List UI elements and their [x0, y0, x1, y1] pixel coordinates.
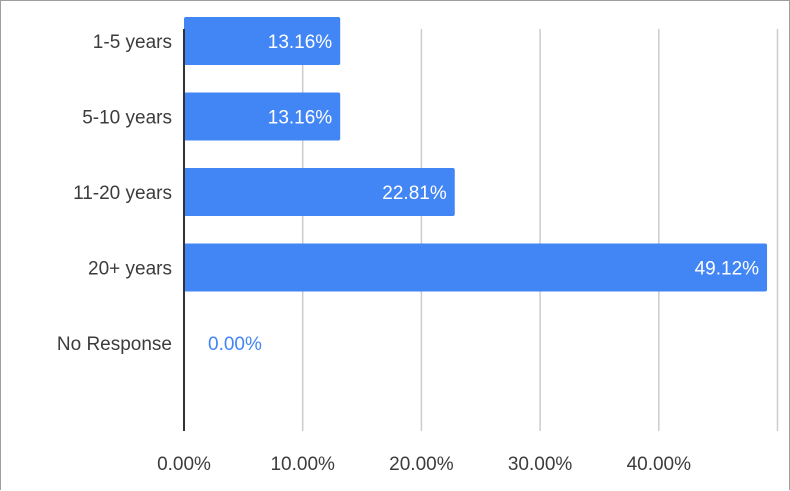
- bar-value-label: 13.16%: [268, 32, 333, 53]
- bar-value-label: 0.00%: [208, 334, 262, 355]
- x-tick-label: 40.00%: [627, 454, 692, 475]
- category-label: 5-10 years: [82, 108, 172, 129]
- bars: [184, 17, 768, 292]
- bar: [184, 92, 341, 141]
- bar-value-label: 49.12%: [695, 259, 760, 280]
- bar: [184, 17, 341, 65]
- bar: [184, 168, 455, 216]
- category-label: 1-5 years: [93, 32, 172, 53]
- x-tick-label: 20.00%: [389, 454, 454, 475]
- category-label: 20+ years: [88, 259, 172, 280]
- x-tick-label: 30.00%: [508, 454, 573, 475]
- bar-value-label: 13.16%: [268, 108, 333, 129]
- bar: [184, 243, 768, 292]
- bar-value-label: 22.81%: [382, 183, 447, 204]
- gridlines: [301, 29, 779, 431]
- labels: 0.00% 10.00% 20.00% 30.00% 40.00% 1-5 years 13…: [57, 32, 759, 475]
- x-tick-label: 10.00%: [270, 454, 335, 475]
- category-label: 11-20 years: [73, 183, 172, 204]
- category-label: No Response: [57, 334, 172, 355]
- x-tick-label: 0.00%: [157, 454, 211, 475]
